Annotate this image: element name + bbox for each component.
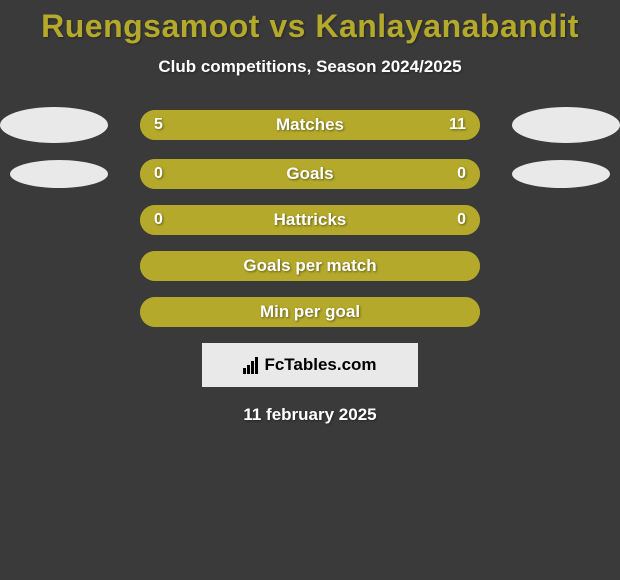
stat-label: Matches xyxy=(276,115,344,135)
stat-bar: Goals per match xyxy=(140,251,480,281)
stat-value-right: 0 xyxy=(457,165,466,183)
stat-label: Hattricks xyxy=(274,210,347,230)
stat-label: Goals xyxy=(286,164,333,184)
stat-row: 0 0 Goals xyxy=(0,159,620,189)
page-title: Ruengsamoot vs Kanlayanabandit xyxy=(0,0,620,45)
page-subtitle: Club competitions, Season 2024/2025 xyxy=(0,57,620,77)
barchart-icon xyxy=(243,357,258,374)
stat-bar: 0 0 Hattricks xyxy=(140,205,480,235)
stat-row: Min per goal xyxy=(0,297,620,327)
player-portrait-left xyxy=(10,160,108,188)
stat-row: 5 11 Matches xyxy=(0,107,620,143)
stat-label: Goals per match xyxy=(243,256,376,276)
spacer xyxy=(0,266,108,267)
comparison-infographic: Ruengsamoot vs Kanlayanabandit Club comp… xyxy=(0,0,620,580)
stat-bar-left-fill xyxy=(140,159,310,189)
stat-bar: Min per goal xyxy=(140,297,480,327)
footer-date: 11 february 2025 xyxy=(0,405,620,425)
stat-value-right: 11 xyxy=(449,116,466,134)
stat-bar-right-fill xyxy=(310,159,480,189)
spacer xyxy=(0,220,108,221)
spacer xyxy=(0,312,108,313)
stat-bar: 0 0 Goals xyxy=(140,159,480,189)
player-portrait-right xyxy=(512,160,610,188)
stat-value-left: 5 xyxy=(154,116,163,134)
stat-row: 0 0 Hattricks xyxy=(0,205,620,235)
stat-value-left: 0 xyxy=(154,165,163,183)
spacer xyxy=(512,266,620,267)
stat-label: Min per goal xyxy=(260,302,360,322)
brand-text: FcTables.com xyxy=(264,355,376,375)
player-portrait-left xyxy=(0,107,108,143)
player-portrait-right xyxy=(512,107,620,143)
stat-bar: 5 11 Matches xyxy=(140,110,480,140)
stat-row: Goals per match xyxy=(0,251,620,281)
spacer xyxy=(512,220,620,221)
stat-value-right: 0 xyxy=(457,211,466,229)
stats-panel: 5 11 Matches 0 0 Goals 0 0 Hattricks Goals per ma… xyxy=(0,107,620,327)
spacer xyxy=(512,312,620,313)
stat-value-left: 0 xyxy=(154,211,163,229)
brand-badge: FcTables.com xyxy=(202,343,418,387)
